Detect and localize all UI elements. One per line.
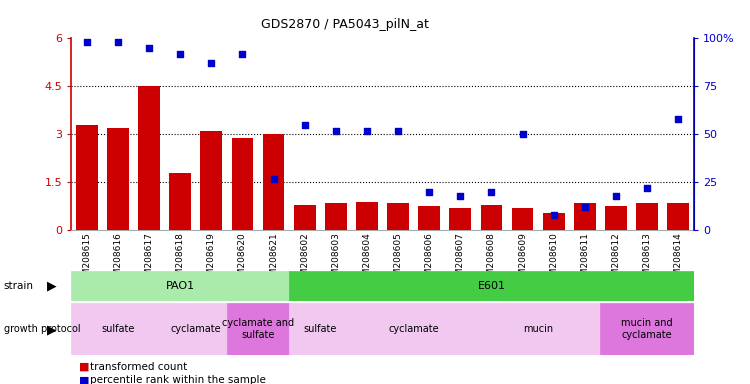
Bar xyxy=(351,303,476,355)
Text: E601: E601 xyxy=(478,281,506,291)
Text: GSM208617: GSM208617 xyxy=(145,232,154,287)
Bar xyxy=(107,128,129,230)
Point xyxy=(236,51,248,57)
Point xyxy=(485,189,497,195)
Bar xyxy=(476,303,600,355)
Bar xyxy=(232,137,254,230)
Point xyxy=(81,39,93,45)
Text: GSM208605: GSM208605 xyxy=(394,232,403,287)
Text: ■: ■ xyxy=(79,362,89,372)
Text: GSM208610: GSM208610 xyxy=(549,232,558,287)
Bar xyxy=(481,205,502,230)
Text: GDS2870 / PA5043_pilN_at: GDS2870 / PA5043_pilN_at xyxy=(261,18,429,31)
Text: GSM208606: GSM208606 xyxy=(424,232,433,287)
Text: mucin and
cyclamate: mucin and cyclamate xyxy=(621,318,673,340)
Bar xyxy=(605,207,627,230)
Text: GSM208614: GSM208614 xyxy=(674,232,682,287)
Bar xyxy=(356,202,378,230)
Point xyxy=(143,45,155,51)
Text: GSM208616: GSM208616 xyxy=(113,232,122,287)
Bar xyxy=(165,303,226,355)
Text: cyclamate and
sulfate: cyclamate and sulfate xyxy=(222,318,294,340)
Point xyxy=(423,189,435,195)
Text: ■: ■ xyxy=(79,375,89,384)
Text: GSM208619: GSM208619 xyxy=(207,232,216,287)
Point xyxy=(361,127,373,134)
Text: GSM208607: GSM208607 xyxy=(456,232,465,287)
Text: ▶: ▶ xyxy=(46,280,56,293)
Point xyxy=(330,127,342,134)
Text: GSM208620: GSM208620 xyxy=(238,232,247,287)
Bar xyxy=(226,303,290,355)
Text: cyclamate: cyclamate xyxy=(170,324,221,334)
Bar xyxy=(262,134,284,230)
Point xyxy=(392,127,404,134)
Point xyxy=(206,60,218,66)
Text: ▶: ▶ xyxy=(46,323,56,336)
Bar xyxy=(543,213,565,230)
Bar xyxy=(71,303,165,355)
Text: GSM208612: GSM208612 xyxy=(611,232,620,287)
Bar xyxy=(600,303,694,355)
Text: GSM208618: GSM208618 xyxy=(176,232,184,287)
Text: GSM208602: GSM208602 xyxy=(300,232,309,287)
Text: GSM208621: GSM208621 xyxy=(269,232,278,287)
Point xyxy=(174,51,186,57)
Point xyxy=(454,193,466,199)
Bar xyxy=(290,271,694,301)
Point xyxy=(610,193,622,199)
Point xyxy=(579,204,591,210)
Point xyxy=(112,39,124,45)
Bar xyxy=(76,125,98,230)
Text: GSM208608: GSM208608 xyxy=(487,232,496,287)
Bar xyxy=(170,173,191,230)
Text: GSM208603: GSM208603 xyxy=(332,232,340,287)
Text: transformed count: transformed count xyxy=(90,362,188,372)
Bar xyxy=(449,208,471,230)
Bar xyxy=(387,203,409,230)
Bar xyxy=(574,203,596,230)
Point xyxy=(268,175,280,182)
Bar xyxy=(200,131,222,230)
Bar xyxy=(71,271,290,301)
Point xyxy=(548,212,560,218)
Point xyxy=(641,185,653,191)
Text: GSM208615: GSM208615 xyxy=(82,232,92,287)
Text: growth protocol: growth protocol xyxy=(4,324,80,334)
Text: sulfate: sulfate xyxy=(304,324,337,334)
Bar xyxy=(636,203,658,230)
Text: strain: strain xyxy=(4,281,34,291)
Text: mucin: mucin xyxy=(523,324,554,334)
Text: PAO1: PAO1 xyxy=(166,281,195,291)
Text: percentile rank within the sample: percentile rank within the sample xyxy=(90,375,266,384)
Point xyxy=(517,131,529,137)
Bar xyxy=(512,208,533,230)
Bar xyxy=(668,203,689,230)
Text: GSM208613: GSM208613 xyxy=(643,232,652,287)
Point xyxy=(672,116,684,122)
Text: GSM208609: GSM208609 xyxy=(518,232,527,287)
Bar xyxy=(138,86,160,230)
Text: GSM208611: GSM208611 xyxy=(580,232,590,287)
Bar xyxy=(419,207,440,230)
Point xyxy=(298,122,310,128)
Bar xyxy=(294,205,316,230)
Text: GSM208604: GSM208604 xyxy=(362,232,371,287)
Text: sulfate: sulfate xyxy=(101,324,135,334)
Text: cyclamate: cyclamate xyxy=(388,324,439,334)
Bar xyxy=(290,303,351,355)
Bar xyxy=(325,203,346,230)
